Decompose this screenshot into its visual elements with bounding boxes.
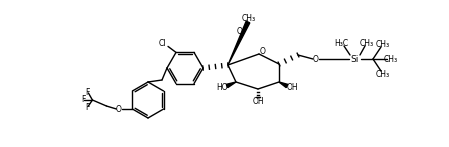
Text: HO: HO	[216, 82, 228, 91]
Text: F: F	[85, 87, 90, 96]
Text: O: O	[115, 105, 121, 113]
Text: OH: OH	[286, 82, 298, 91]
Polygon shape	[228, 21, 250, 65]
Text: CH₃: CH₃	[376, 70, 390, 78]
Text: CH₃: CH₃	[242, 14, 256, 22]
Text: H₃C: H₃C	[334, 39, 348, 47]
Text: F: F	[85, 102, 90, 112]
Text: CH₃: CH₃	[376, 40, 390, 49]
Text: O: O	[237, 26, 243, 35]
Text: Cl: Cl	[158, 39, 166, 48]
Polygon shape	[226, 82, 236, 88]
Text: CH₃: CH₃	[360, 39, 374, 47]
Text: O: O	[260, 46, 266, 56]
Text: Si: Si	[351, 55, 359, 64]
Text: OH: OH	[252, 97, 264, 106]
Polygon shape	[279, 82, 288, 88]
Text: O: O	[313, 55, 319, 64]
Text: F: F	[81, 95, 86, 103]
Text: CH₃: CH₃	[384, 55, 398, 64]
